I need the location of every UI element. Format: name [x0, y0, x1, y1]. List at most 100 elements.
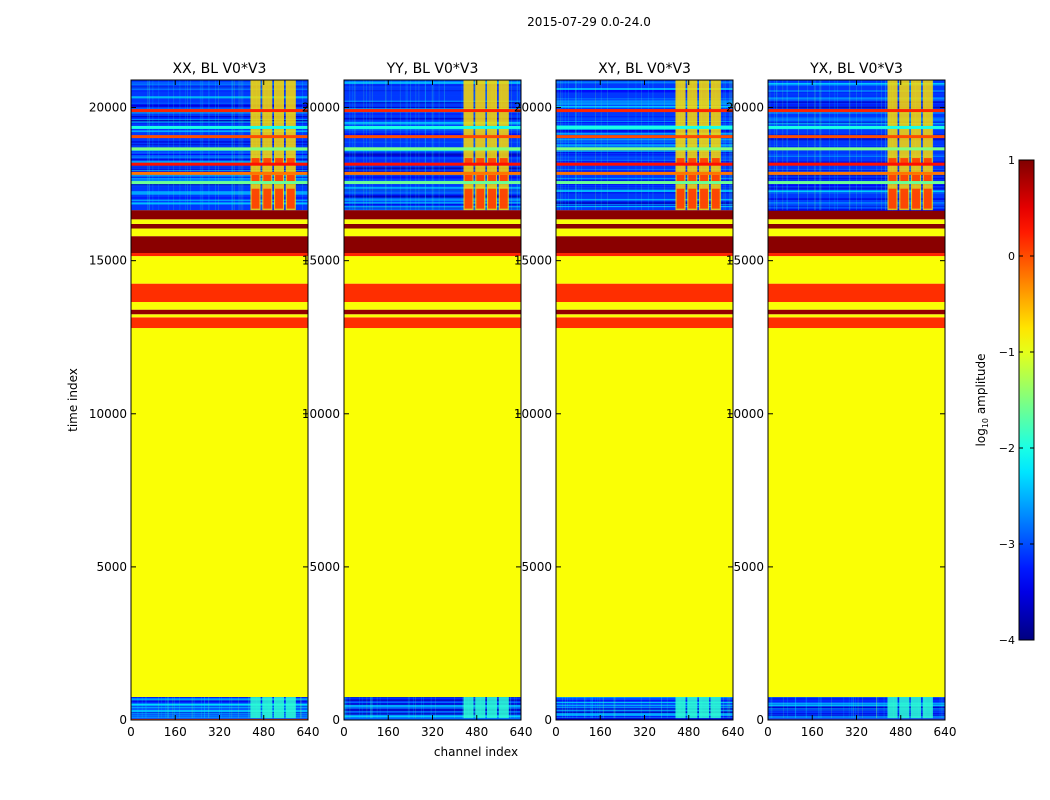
- noise-line: [556, 707, 733, 709]
- feature-line: [131, 135, 308, 139]
- noise-column: [805, 697, 807, 719]
- noise-column: [849, 80, 851, 211]
- noise-column: [600, 80, 602, 211]
- signal-column: [698, 697, 710, 719]
- noise-column: [201, 697, 202, 719]
- noise-column: [773, 80, 775, 211]
- noise-line: [768, 697, 945, 700]
- heatmap-band: [768, 309, 945, 315]
- noise-line: [344, 697, 521, 698]
- noise-column: [661, 697, 662, 719]
- noise-line: [344, 205, 521, 208]
- colorbar-tick-label: −4: [999, 634, 1015, 647]
- noise-line: [768, 199, 945, 202]
- x-tick-label: 480: [252, 725, 275, 739]
- panel-2: YY, BL V0*V3 0 160 320 480 640 0 5000 10000 15000…: [302, 61, 533, 739]
- noise-column: [443, 80, 445, 211]
- noise-column: [371, 697, 372, 719]
- y-tick-label: 20000: [726, 101, 764, 115]
- noise-line: [556, 699, 733, 702]
- noise-line: [768, 710, 945, 713]
- signal-block: [700, 174, 708, 185]
- noise-column: [379, 697, 381, 719]
- noise-line: [131, 107, 308, 110]
- noise-column: [248, 697, 250, 719]
- x-tick-label: 640: [510, 725, 533, 739]
- signal-block: [275, 158, 283, 165]
- heatmap-band: [556, 302, 733, 310]
- noise-line: [131, 106, 308, 109]
- noise-column: [591, 697, 593, 719]
- heatmap-band: [344, 328, 521, 698]
- noise-line: [556, 103, 733, 105]
- noise-line: [768, 113, 945, 114]
- noise-column: [413, 697, 414, 719]
- noise-line: [131, 185, 308, 187]
- noise-column: [167, 697, 169, 719]
- feature-line: [768, 109, 945, 113]
- noise-line: [556, 105, 733, 108]
- noise-line: [556, 175, 733, 177]
- noise-line: [344, 208, 521, 210]
- signal-block: [499, 188, 508, 209]
- noise-column: [829, 80, 830, 211]
- noise-column: [173, 80, 175, 211]
- noise-column: [585, 697, 587, 719]
- noise-column: [782, 697, 784, 719]
- noise-line: [131, 708, 308, 710]
- noise-line: [768, 169, 945, 171]
- signal-block: [912, 188, 920, 209]
- noise-column: [201, 80, 203, 211]
- signal-column: [887, 697, 898, 719]
- noise-column: [231, 697, 233, 719]
- heatmap-band: [344, 317, 521, 329]
- noise-column: [635, 80, 637, 211]
- signal-block: [499, 158, 508, 165]
- noise-column: [239, 80, 241, 211]
- noise-column: [444, 80, 445, 211]
- noise-column: [516, 80, 518, 211]
- heatmap-band: [131, 302, 308, 310]
- x-tick-label: 160: [164, 725, 187, 739]
- noise-column: [652, 80, 654, 211]
- noise-column: [590, 697, 591, 719]
- noise-column: [366, 697, 368, 719]
- noise-column: [795, 697, 796, 719]
- signal-block: [286, 174, 295, 185]
- noise-line: [131, 196, 308, 199]
- noise-column: [513, 697, 515, 719]
- noise-column: [818, 697, 820, 719]
- feature-line: [131, 147, 308, 151]
- signal-block: [888, 158, 897, 165]
- noise-column: [576, 80, 577, 211]
- noise-column: [614, 697, 616, 719]
- noise-column: [149, 80, 150, 211]
- noise-line: [768, 122, 945, 125]
- heatmap-band: [768, 328, 945, 698]
- noise-column: [371, 697, 373, 719]
- signal-column: [675, 80, 686, 211]
- noise-column: [591, 697, 592, 719]
- signal-block: [700, 188, 708, 209]
- noise-line: [131, 151, 308, 154]
- noise-column: [199, 80, 201, 211]
- noise-column: [819, 80, 820, 211]
- noise-line: [344, 702, 521, 705]
- noise-column: [158, 80, 160, 211]
- noise-column: [208, 697, 210, 719]
- noise-column: [942, 697, 944, 719]
- noise-line: [556, 710, 733, 712]
- feature-line: [556, 147, 733, 151]
- noise-line: [556, 169, 733, 171]
- x-tick-label: 320: [633, 725, 656, 739]
- noise-line: [556, 141, 733, 144]
- heatmap-band: [344, 210, 521, 220]
- noise-line: [344, 700, 521, 703]
- feature-line: [344, 147, 521, 151]
- noise-line: [556, 138, 733, 141]
- feature-line: [131, 125, 308, 129]
- signal-block: [275, 174, 283, 185]
- noise-column: [819, 80, 821, 211]
- noise-column: [786, 80, 788, 211]
- heatmap-band: [556, 317, 733, 329]
